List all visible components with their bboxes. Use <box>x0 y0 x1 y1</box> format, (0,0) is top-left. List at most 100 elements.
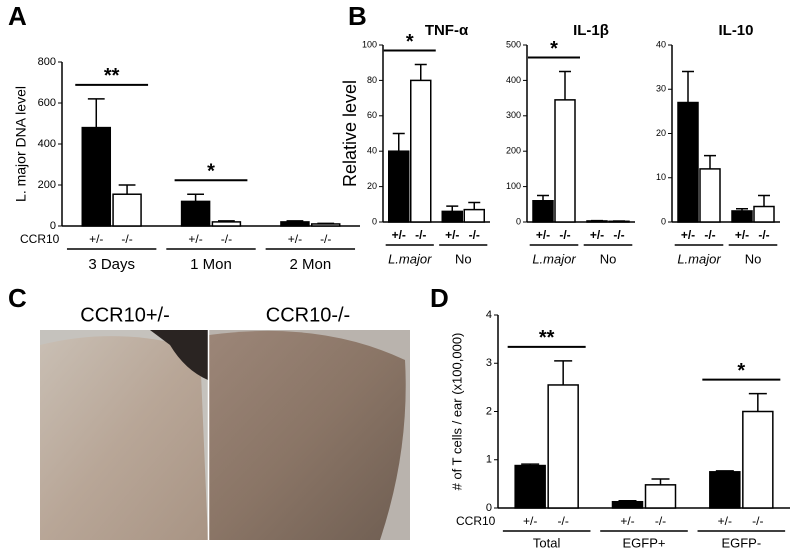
series-label: +/- <box>288 232 302 246</box>
ear-photo <box>40 336 208 540</box>
error-bar <box>392 132 405 152</box>
x-tick-label: No <box>600 251 617 266</box>
y-tick-label: 40 <box>367 146 377 156</box>
series-label: +/- <box>89 232 103 246</box>
significance-label: * <box>207 161 215 183</box>
y-tick-label: 2 <box>486 405 492 417</box>
x-tick-label: 2 Mon <box>289 256 331 273</box>
y-tick-label: 20 <box>367 181 377 191</box>
bar <box>441 210 463 223</box>
series-label: +/- <box>536 228 550 242</box>
bar <box>211 221 242 227</box>
series-label: -/- <box>758 228 769 242</box>
y-tick-label: 1 <box>486 454 492 466</box>
series-label: -/- <box>655 514 666 528</box>
bar <box>81 126 112 227</box>
bar <box>677 101 699 223</box>
series-label: -/- <box>613 228 624 242</box>
y-tick-label: 0 <box>661 216 666 226</box>
bar <box>731 210 753 223</box>
bar <box>699 168 721 223</box>
series-label: +/- <box>718 514 732 528</box>
series-label: +/- <box>590 228 604 242</box>
x-tick-label: Total <box>533 535 561 550</box>
error-bar <box>446 205 459 212</box>
bar <box>547 384 579 509</box>
significance-label: ** <box>539 327 555 349</box>
error-bar <box>651 478 670 485</box>
y-tick-label: 30 <box>656 84 666 94</box>
y-axis-label: L. major DNA level <box>13 86 29 202</box>
series-label: -/- <box>320 232 331 246</box>
fur <box>150 330 208 380</box>
bar <box>280 221 310 227</box>
bar <box>709 471 741 509</box>
photo-label: CCR10-/- <box>266 304 350 326</box>
chart-title: IL-10 <box>718 22 753 39</box>
error-bar <box>414 63 427 81</box>
series-label: +/- <box>735 228 749 242</box>
bar <box>112 193 142 227</box>
significance-label: * <box>550 38 558 60</box>
error-bar <box>317 222 335 225</box>
series-label: +/- <box>620 514 634 528</box>
error-bar <box>715 470 734 472</box>
bar <box>463 208 485 223</box>
panel-label: D <box>430 283 449 313</box>
y-tick-label: 60 <box>367 110 377 120</box>
error-bar <box>618 500 637 502</box>
panel-label: B <box>348 1 367 31</box>
bar <box>742 410 774 509</box>
y-tick-label: 400 <box>506 75 521 85</box>
series-label: +/- <box>188 232 202 246</box>
significance-label: * <box>406 31 414 53</box>
chart-title: TNF-α <box>425 22 469 39</box>
significance-label: ** <box>104 65 120 87</box>
bar <box>310 223 341 227</box>
error-bar <box>704 154 716 169</box>
panel-label: C <box>8 283 27 313</box>
photo-label: CCR10+/- <box>80 304 169 326</box>
error-bar <box>554 360 573 385</box>
y-tick-label: 3 <box>486 357 492 369</box>
y-tick-label: 800 <box>38 56 56 68</box>
significance-label: * <box>737 360 745 382</box>
x-tick-label: EGFP+ <box>623 535 666 550</box>
bar <box>388 150 410 223</box>
y-tick-label: 300 <box>506 110 521 120</box>
error-bar <box>521 463 540 466</box>
x-tick-label: No <box>455 251 472 266</box>
series-label: -/- <box>121 232 132 246</box>
bar <box>644 484 677 509</box>
y-axis-label: Relative level <box>340 80 360 187</box>
x-tick-label: L.major <box>532 251 576 266</box>
series-label: -/- <box>704 228 715 242</box>
y-tick-label: 500 <box>506 39 521 49</box>
series-label: -/- <box>559 228 570 242</box>
series-label: +/- <box>392 228 406 242</box>
error-bar <box>736 207 748 211</box>
series-label: -/- <box>752 514 763 528</box>
y-tick-label: 20 <box>656 128 666 138</box>
bar <box>753 205 775 223</box>
bar <box>611 500 644 509</box>
y-tick-label: 600 <box>38 97 56 109</box>
x-tick-label: EGFP- <box>721 535 761 550</box>
error-bar <box>748 392 767 412</box>
bar <box>180 200 211 227</box>
x-tick-label: L.major <box>388 251 432 266</box>
y-tick-label: 80 <box>367 75 377 85</box>
y-axis-label: # of T cells / ear (x100,000) <box>449 333 464 491</box>
error-bar <box>87 98 105 128</box>
error-bar <box>758 194 770 207</box>
y-tick-label: 100 <box>362 39 377 49</box>
series-label: +/- <box>523 514 537 528</box>
y-tick-label: 4 <box>486 309 492 321</box>
error-bar <box>468 201 481 210</box>
error-bar <box>682 70 694 103</box>
y-tick-label: 0 <box>50 220 56 232</box>
y-tick-label: 0 <box>486 502 492 514</box>
bar <box>514 464 546 509</box>
series-label: -/- <box>221 232 232 246</box>
ear-photo <box>209 330 406 540</box>
